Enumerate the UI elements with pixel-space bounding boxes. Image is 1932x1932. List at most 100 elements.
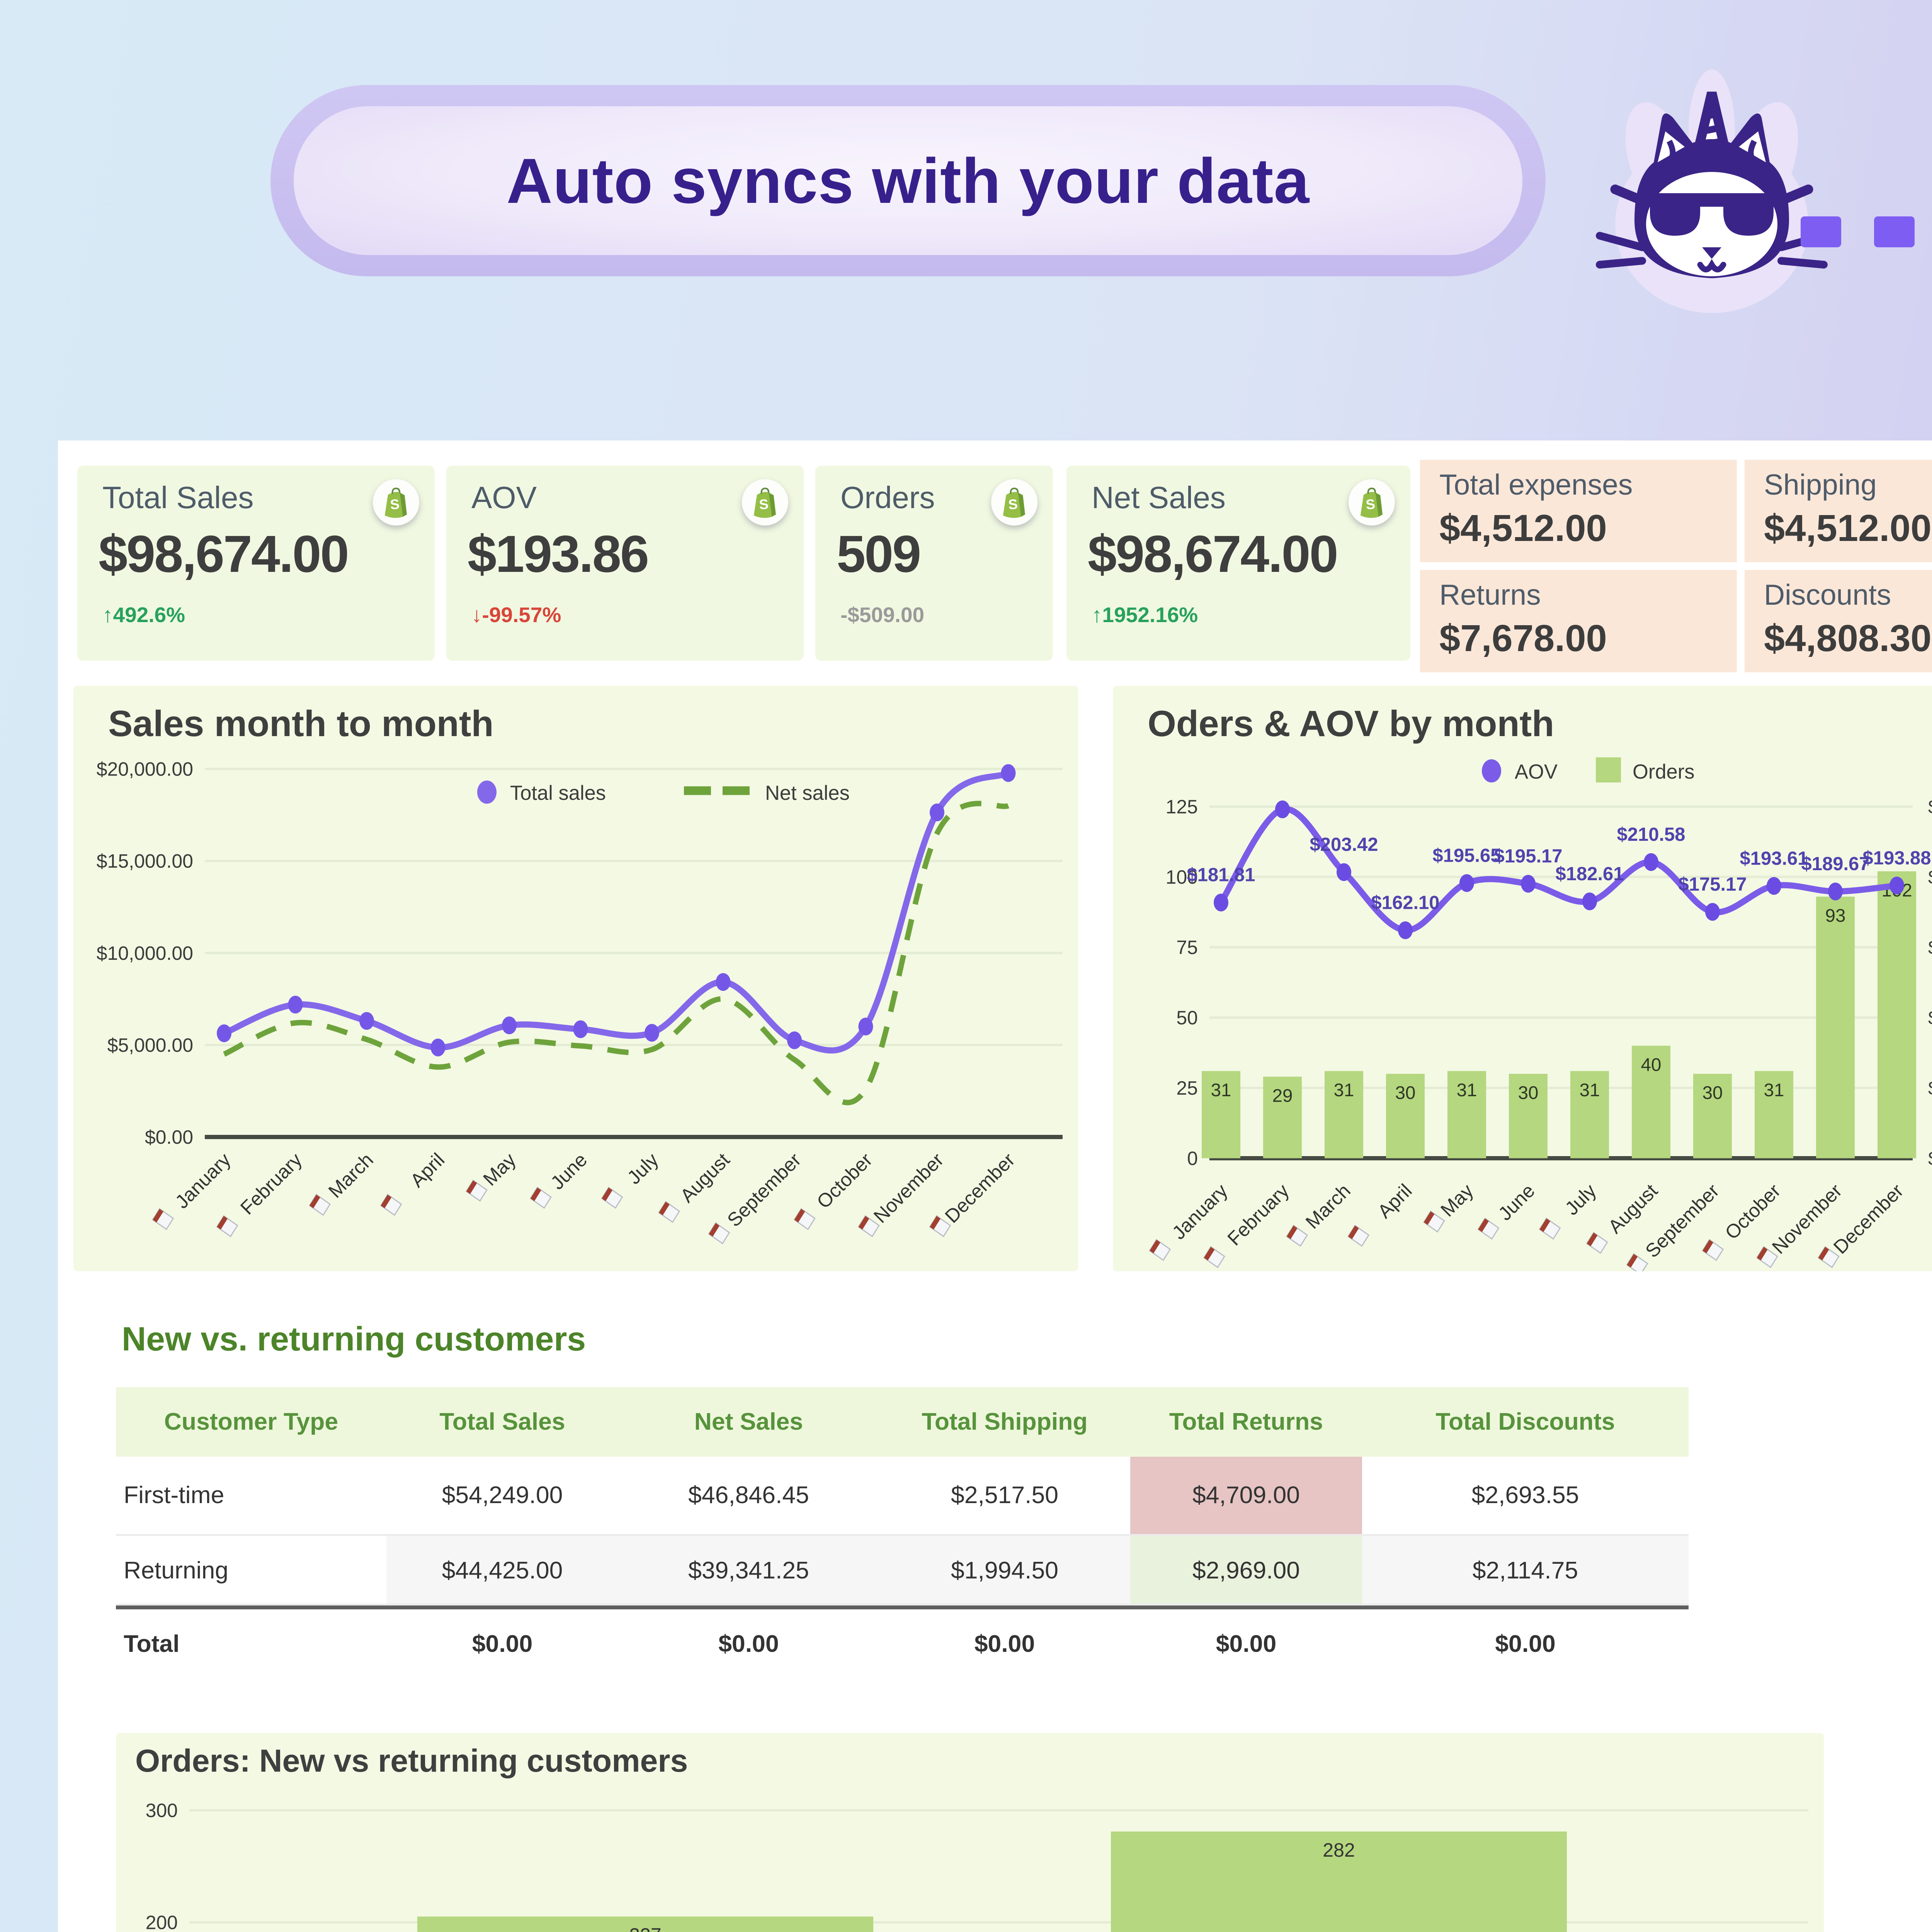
x-axis-label: May xyxy=(1423,1180,1478,1233)
svg-text:November: November xyxy=(869,1149,948,1227)
expense-title: Shipping xyxy=(1764,469,1877,502)
table-cell: $2,693.55 xyxy=(1471,1482,1579,1509)
svg-text:93: 93 xyxy=(1825,905,1846,926)
svg-text:$203.42: $203.42 xyxy=(1310,834,1378,855)
table-cell: First-time xyxy=(124,1482,224,1509)
banner-pill: Auto syncs with your data xyxy=(270,85,1546,276)
mini-page-icon xyxy=(929,1215,951,1237)
svg-text:300: 300 xyxy=(146,1800,178,1821)
customers-table[interactable]: Customer Type Total Sales Net Sales Total S… xyxy=(116,1387,1689,1679)
kpi-title: Net Sales xyxy=(1092,483,1226,516)
table-cell: $44,425.00 xyxy=(386,1536,618,1604)
table-row[interactable]: Total $0.00 $0.00 $0.00 $0.00 $0.00 xyxy=(116,1605,1689,1679)
kpi-value: $98,674.00 xyxy=(99,526,349,583)
svg-text:$20,000.00: $20,000.00 xyxy=(97,759,193,780)
mini-page-icon xyxy=(1756,1246,1778,1268)
svg-text:$100.00: $100.00 xyxy=(1928,1007,1932,1029)
svg-text:30: 30 xyxy=(1518,1083,1539,1103)
kpi-value: $98,674.00 xyxy=(1088,526,1338,583)
combo-chart: Oders & AOV by month 0 $0.00 25 $50.00 50 $100… xyxy=(1148,703,1932,1271)
table-cell: Total xyxy=(124,1631,180,1658)
svg-text:$181.81: $181.81 xyxy=(1187,865,1255,886)
mini-page-icon xyxy=(1539,1218,1561,1240)
mini-page-icon xyxy=(1203,1246,1225,1268)
table-cell: Returning xyxy=(124,1556,229,1583)
svg-text:Net sales: Net sales xyxy=(765,782,850,804)
svg-text:March: March xyxy=(324,1149,378,1202)
svg-text:June: June xyxy=(1494,1180,1539,1225)
svg-text:AOV: AOV xyxy=(1515,760,1558,783)
kpi-card-total-sales[interactable]: Total Sales $98,674.00 ↑492.6% xyxy=(77,466,435,661)
kpi-card-orders[interactable]: Orders 509 -$509.00 xyxy=(815,466,1053,661)
mini-page-icon xyxy=(1477,1218,1500,1240)
expense-value: $4,512.00 xyxy=(1764,508,1932,551)
mini-page-icon xyxy=(152,1208,174,1230)
customers-table-heading: New vs. returning customers xyxy=(122,1320,586,1358)
x-axis-label: August xyxy=(658,1149,734,1223)
svg-text:75: 75 xyxy=(1176,937,1198,958)
svg-text:March: March xyxy=(1301,1180,1355,1233)
svg-text:50: 50 xyxy=(1176,1007,1198,1029)
chart-orders-new-vs-returning[interactable]: Orders: New vs returning customers 300 200… xyxy=(116,1733,1824,1932)
svg-text:October: October xyxy=(1721,1180,1784,1243)
table-row[interactable]: First-time $54,249.00 $46,846.45 $2,517.50 $… xyxy=(116,1457,1689,1536)
x-axis-label: May xyxy=(465,1149,520,1202)
svg-text:$10,000.00: $10,000.00 xyxy=(97,942,193,964)
svg-text:Orders: Orders xyxy=(1633,760,1694,783)
x-axis-label: April xyxy=(380,1149,449,1216)
kpi-card-aov[interactable]: AOV $193.86 ↓-99.57% xyxy=(446,466,804,661)
x-axis-label: April xyxy=(1347,1180,1416,1247)
svg-text:$50.00: $50.00 xyxy=(1928,1077,1932,1099)
chart-sales-month-to-month[interactable]: Sales month to month $20,000.00 $15,000.00… xyxy=(73,686,1078,1271)
expense-title: Returns xyxy=(1439,580,1541,612)
table-cell: $0.00 xyxy=(1216,1631,1277,1658)
svg-text:$182.61: $182.61 xyxy=(1555,864,1624,884)
unicorn-cat-sunglasses-icon xyxy=(1596,70,1828,313)
x-axis-label: June xyxy=(1477,1180,1539,1240)
kpi-card-net-sales[interactable]: Net Sales $98,674.00 ↑1952.16% xyxy=(1066,466,1410,661)
svg-text:August: August xyxy=(676,1149,734,1207)
mini-page-icon xyxy=(380,1194,402,1216)
mini-page-icon xyxy=(1149,1239,1171,1261)
svg-text:0: 0 xyxy=(1187,1148,1198,1169)
svg-text:$250.00: $250.00 xyxy=(1928,796,1932,818)
kpi-title: Orders xyxy=(840,483,935,516)
x-axis-label: January xyxy=(1149,1180,1232,1261)
expense-value: $7,678.00 xyxy=(1439,618,1607,661)
column-header: Total Shipping xyxy=(922,1408,1088,1435)
expense-card-discounts[interactable]: Discounts $4,808.30 xyxy=(1745,570,1932,672)
chart-orders-aov-by-month[interactable]: Oders & AOV by month 0 $0.00 25 $50.00 50 $100… xyxy=(1113,686,1932,1271)
kpi-delta: -$509.00 xyxy=(840,605,925,628)
mini-page-icon xyxy=(529,1187,552,1209)
svg-text:$193.88: $193.88 xyxy=(1862,848,1931,869)
banner-text: Auto syncs with your data xyxy=(506,144,1310,216)
svg-text:31: 31 xyxy=(1334,1080,1354,1100)
table-cell: $1,994.50 xyxy=(879,1536,1130,1604)
kpi-title: Total Sales xyxy=(102,483,254,516)
expense-card-total-expenses[interactable]: Total expenses $4,512.00 xyxy=(1420,460,1737,562)
mini-page-icon xyxy=(465,1179,488,1202)
expense-card-shipping[interactable]: Shipping $4,512.00 xyxy=(1745,460,1932,562)
column-header: Customer Type xyxy=(164,1408,338,1435)
table-cell: $4,709.00 xyxy=(1130,1457,1362,1534)
svg-text:282: 282 xyxy=(1323,1839,1355,1861)
table-cell: $2,969.00 xyxy=(1130,1536,1362,1604)
expense-card-returns[interactable]: Returns $7,678.00 xyxy=(1420,570,1737,672)
svg-text:100: 100 xyxy=(1166,866,1198,888)
svg-text:April: April xyxy=(406,1149,449,1191)
mini-page-icon xyxy=(1347,1225,1370,1247)
svg-text:Total sales: Total sales xyxy=(510,782,606,804)
svg-text:Orders: New vs returning custo: Orders: New vs returning customers xyxy=(135,1743,688,1779)
bar-chart: Orders: New vs returning customers 300 200… xyxy=(135,1743,1808,1932)
table-row[interactable]: Returning $44,425.00 $39,341.25 $1,994.50 $2… xyxy=(116,1536,1689,1605)
svg-text:$150.00: $150.00 xyxy=(1928,937,1932,958)
svg-text:$15,000.00: $15,000.00 xyxy=(97,850,193,872)
shopify-bag-icon xyxy=(1349,479,1395,526)
svg-text:31: 31 xyxy=(1580,1080,1600,1100)
svg-text:$0.00: $0.00 xyxy=(1928,1148,1932,1169)
kpi-delta: ↑492.6% xyxy=(102,605,185,628)
x-axis-label: March xyxy=(1286,1180,1355,1247)
svg-text:$175.17: $175.17 xyxy=(1678,874,1747,895)
mini-page-icon xyxy=(658,1201,680,1223)
